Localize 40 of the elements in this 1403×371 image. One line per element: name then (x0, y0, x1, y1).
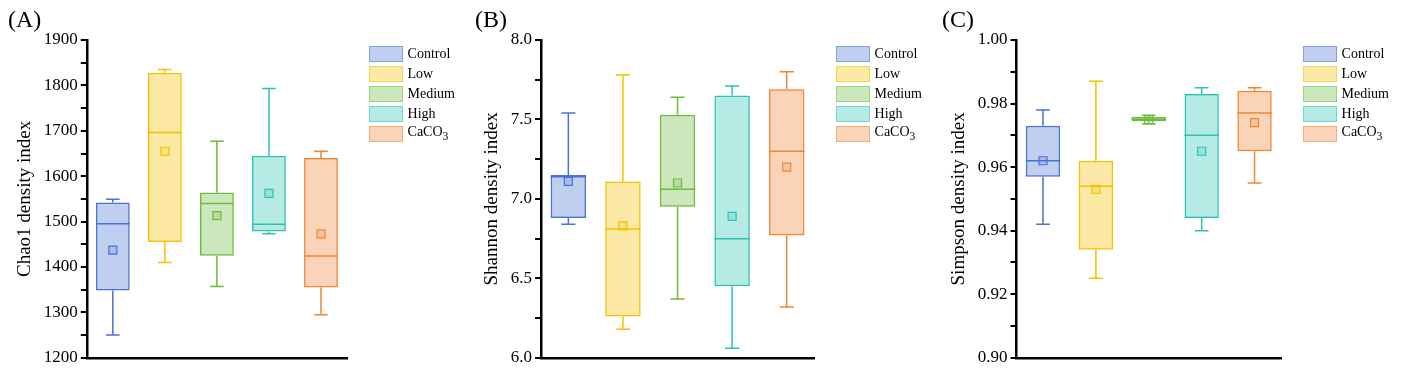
legend-label: Medium (874, 85, 922, 103)
legend-label: High (874, 105, 903, 123)
legend-label: Low (407, 65, 434, 83)
y-tick-label: 1500 (43, 211, 78, 231)
y-tick-label: 0.90 (977, 347, 1008, 367)
legend-label: CaCO$_{3}$ (407, 122, 449, 145)
legend-label: Low (1341, 65, 1368, 83)
y-tick-label: 8.0 (510, 29, 533, 49)
legend-label: Control (874, 45, 918, 63)
y-tick-label: 0.96 (977, 156, 1008, 176)
legend-label: Medium (1341, 85, 1389, 103)
y-tick-label: 0.92 (977, 283, 1008, 303)
y-tick-label: 1700 (43, 120, 78, 140)
y-tick-label: 1200 (43, 347, 78, 367)
y-tick-label: 7.5 (510, 108, 533, 128)
y-tick-label: 1600 (43, 165, 78, 185)
legend-label: Control (1341, 45, 1385, 63)
legend-label: CaCO$_{3}$ (1341, 122, 1383, 145)
legend-label: Medium (407, 85, 455, 103)
legend-label: Low (874, 65, 901, 83)
y-tick-label: 0.98 (977, 93, 1008, 113)
chart-title: (C) (942, 6, 974, 33)
y-tick-label: 6.5 (510, 267, 533, 287)
y-tick-label: 1.00 (977, 29, 1008, 49)
y-tick-label: 0.94 (977, 220, 1009, 240)
y-axis-title: Chao1 density index (13, 120, 35, 277)
legend-label: High (407, 105, 436, 123)
y-tick-label: 1900 (43, 29, 78, 49)
legend-label: Control (407, 45, 451, 63)
y-tick-label: 6.0 (510, 347, 533, 367)
y-tick-label: 7.0 (510, 188, 533, 208)
y-tick-label: 1300 (43, 301, 78, 321)
y-tick-label: 1800 (43, 74, 78, 94)
chart-title: (A) (8, 6, 42, 33)
chart-title: (B) (475, 6, 507, 33)
legend-label: High (1341, 105, 1370, 123)
y-axis-title: Shannon density index (480, 111, 502, 286)
legend-label: CaCO$_{3}$ (874, 122, 916, 145)
y-axis-title: Simpson density index (947, 111, 969, 286)
y-tick-label: 1400 (43, 256, 78, 276)
